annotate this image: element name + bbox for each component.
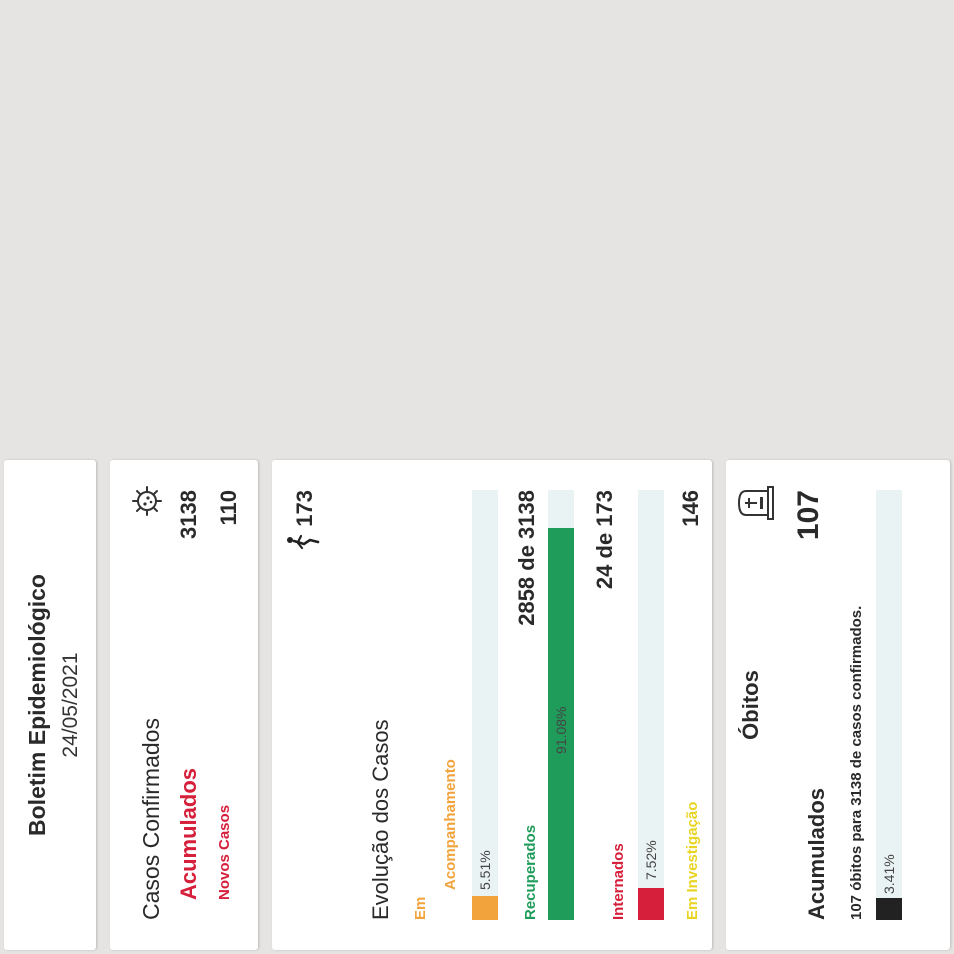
deaths-bar: 3.41%	[876, 490, 902, 920]
accompaniment-label: Em Acompanhamento	[406, 759, 466, 920]
walking-person-icon	[286, 530, 320, 554]
accompaniment-bar-fill	[472, 896, 498, 920]
accompaniment-bar: 5.51%	[472, 490, 498, 920]
recovered-percent: 91.08%	[553, 707, 569, 754]
new-cases-value: 110	[216, 490, 242, 526]
gravestone-icon	[736, 484, 776, 522]
deaths-percent: 3.41%	[881, 854, 897, 894]
bulletin-date: 24/05/2021	[59, 460, 83, 950]
accumulated-value: 3138	[176, 490, 202, 539]
virus-icon	[130, 484, 164, 518]
confirmed-cases-card: Casos Confirmados Acumulados 3138 Novos …	[110, 460, 258, 950]
header-card: Boletim Epidemiológico 24/05/2021	[4, 460, 96, 950]
recovered-value: 2858 de 3138	[514, 490, 540, 626]
recovered-bar: 91.08%	[548, 490, 574, 920]
hospitalized-label: Internados	[610, 843, 627, 920]
recovered-label: Recuperados	[522, 825, 539, 920]
new-cases-label: Novos Casos	[216, 805, 233, 900]
deaths-accumulated-label: Acumulados	[804, 788, 830, 920]
hospitalized-value: 24 de 173	[592, 490, 618, 589]
deaths-bar-fill	[876, 899, 902, 921]
case-evolution-title: Evolução dos Casos	[368, 719, 394, 920]
deaths-accumulated-value: 107	[792, 490, 826, 540]
deaths-description: 107 óbitos para 3138 de casos confirmado…	[848, 606, 865, 920]
accompaniment-label-line2: Acompanhamento	[436, 759, 466, 920]
accompaniment-label-line1: Em	[406, 759, 436, 920]
hospitalized-percent: 7.52%	[643, 840, 659, 880]
deaths-card: Óbitos Acumulados 107 107 óbitos para 31…	[726, 460, 950, 950]
accumulated-label: Acumulados	[176, 768, 202, 900]
deaths-title: Óbitos	[738, 460, 764, 950]
case-evolution-card: Evolução dos Casos 173 Em Acompanhamento…	[272, 460, 712, 950]
hospitalized-bar-fill	[638, 888, 664, 920]
bulletin-page: Boletim Epidemiológico 24/05/2021 Casos …	[0, 448, 954, 954]
investigation-value: 146	[678, 490, 704, 527]
page-title: Boletim Epidemiológico	[24, 460, 51, 950]
hospitalized-bar: 7.52%	[638, 490, 664, 920]
evolution-total-value: 173	[292, 490, 318, 527]
accompaniment-percent: 5.51%	[477, 850, 493, 890]
confirmed-cases-title: Casos Confirmados	[138, 718, 165, 920]
investigation-label: Em Investigação	[684, 802, 701, 920]
